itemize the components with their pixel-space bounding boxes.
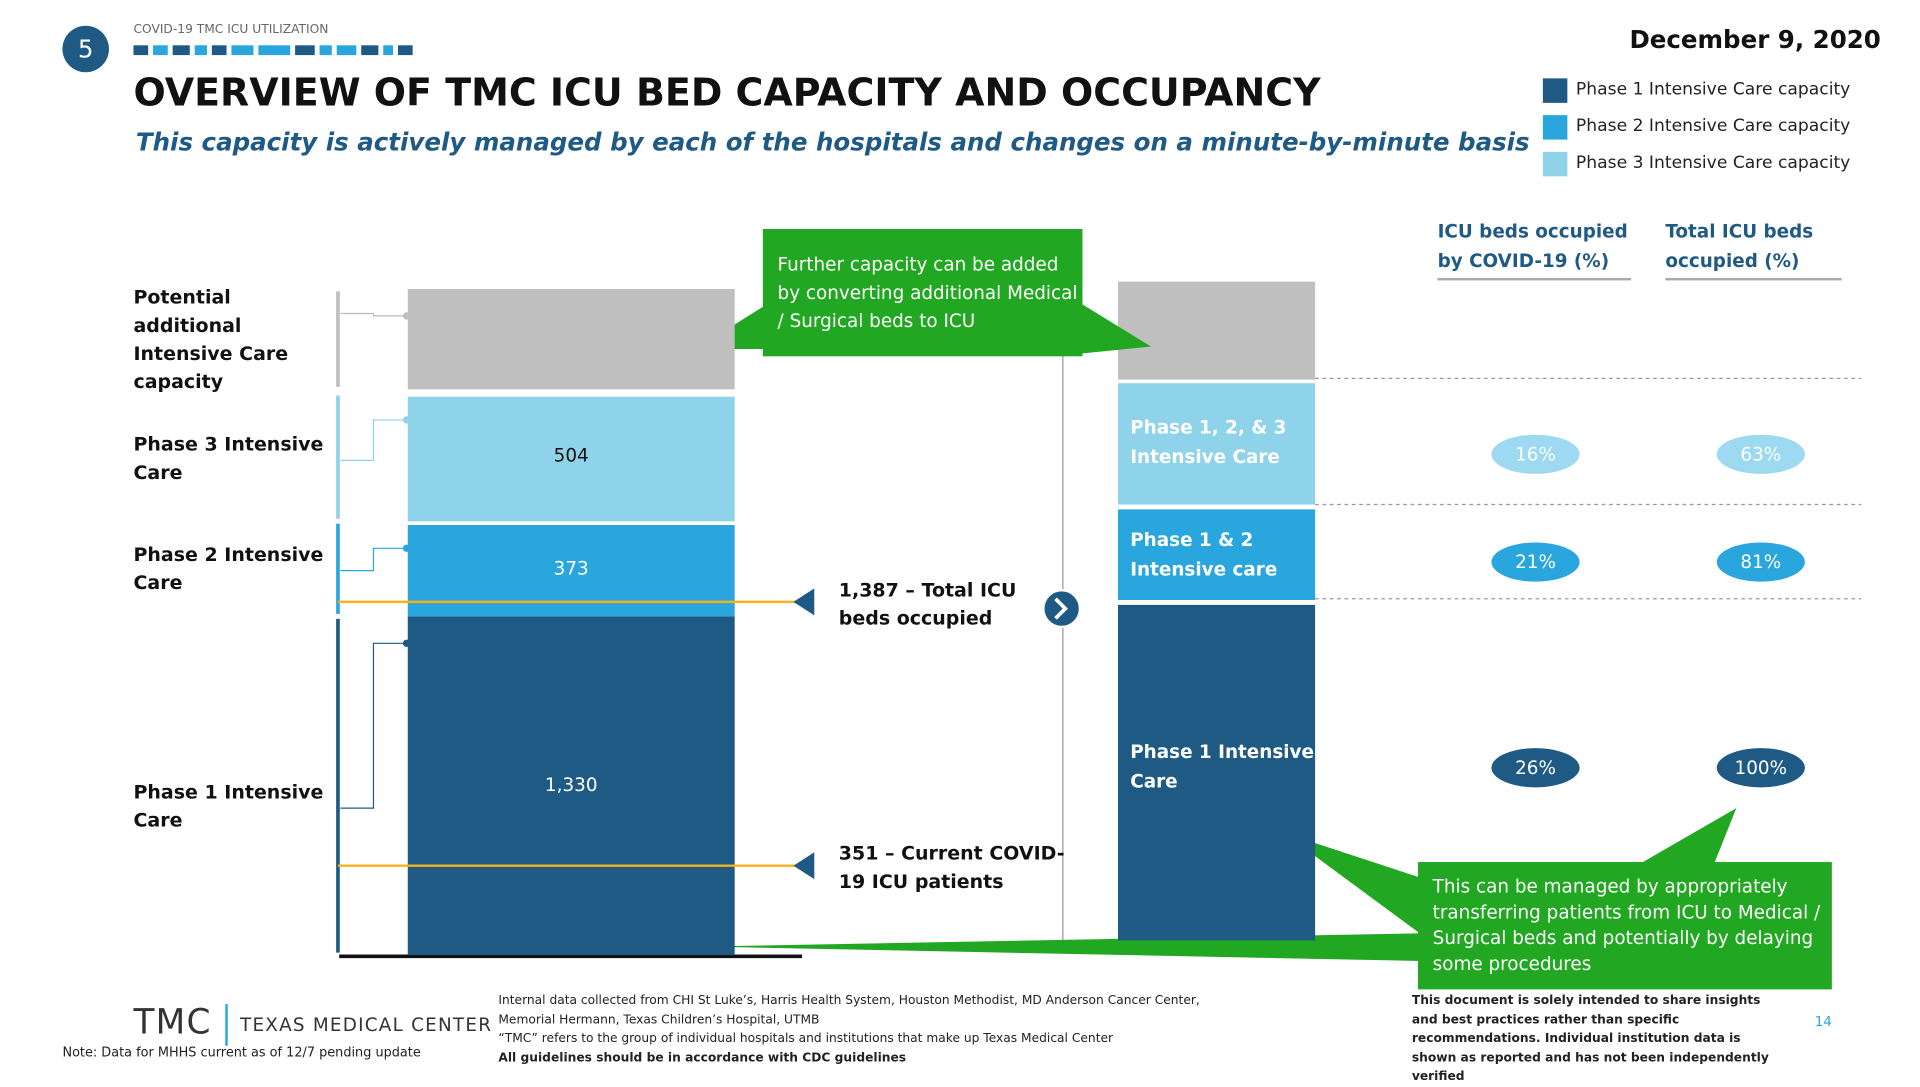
capacity-label: Phase 3 Intensive Care bbox=[133, 433, 324, 484]
occupancy-pill: 16% bbox=[1491, 434, 1580, 474]
connector-dot bbox=[402, 416, 411, 424]
after-potential bbox=[1117, 281, 1316, 380]
title: OVERVIEW OF TMC ICU BED CAPACITY AND OCC… bbox=[133, 71, 1321, 116]
callout-box bbox=[1417, 862, 1832, 990]
potential-segment bbox=[407, 288, 735, 390]
logo-text: TEXAS MEDICAL CENTER bbox=[240, 1013, 493, 1036]
legend-label: Phase 2 Intensive Care capacity bbox=[1575, 116, 1851, 136]
subtitle: This capacity is actively managed by eac… bbox=[135, 127, 1530, 157]
logo: TMC bbox=[133, 1001, 212, 1043]
bar-segment bbox=[407, 616, 735, 956]
value-label: 373 bbox=[553, 556, 589, 579]
connector bbox=[340, 312, 408, 317]
page-number: 5 bbox=[77, 34, 94, 64]
arrow-chevron bbox=[1054, 597, 1068, 620]
legend-label: Phase 1 Intensive Care capacity bbox=[1575, 79, 1851, 100]
slide-number: 14 bbox=[1814, 1013, 1832, 1030]
callout-box bbox=[762, 228, 1083, 357]
source-line: Internal data collected from CHI St Luke… bbox=[498, 994, 1200, 1008]
source-line: “TMC” refers to the group of individual … bbox=[498, 1032, 1114, 1046]
occupancy-pill: 63% bbox=[1716, 434, 1805, 474]
sources: Internal data collected from CHI St Luke… bbox=[498, 992, 1257, 1068]
after-segment: Phase 1, 2, & 3 Intensive Care bbox=[1117, 383, 1316, 505]
disclaimer: This document is solely intended to shar… bbox=[1411, 994, 1769, 1084]
after-segment: Phase 1 & 2 Intensive care bbox=[1117, 509, 1316, 601]
source-line: All guidelines should be in accordance w… bbox=[498, 1051, 907, 1065]
kicker: COVID-19 TMC ICU UTILIZATION bbox=[133, 23, 329, 37]
occupancy-pill: 100% bbox=[1716, 748, 1805, 788]
legend-swatch bbox=[1542, 151, 1568, 177]
callout-text: Further capacity can be added by convert… bbox=[777, 253, 1078, 332]
reference-arrow bbox=[793, 588, 815, 616]
callout-text: This can be managed by appropriately tra… bbox=[1432, 875, 1821, 975]
connector bbox=[340, 419, 408, 462]
row-dividers bbox=[1315, 377, 1862, 600]
date: December 9, 2020 bbox=[1629, 24, 1881, 54]
reference-label: 1,387 – Total ICU beds occupied bbox=[838, 578, 1017, 629]
value-label: 504 bbox=[553, 444, 589, 467]
reference-label: 351 – Current COVID-19 ICU patients bbox=[838, 842, 1065, 893]
page-badge bbox=[62, 25, 109, 73]
value-label: 1,330 bbox=[544, 773, 598, 796]
connector-dot bbox=[402, 312, 411, 320]
occupancy-pill: 81% bbox=[1716, 542, 1805, 582]
legend-swatch bbox=[1542, 115, 1568, 140]
capacity-label: Potential additional Intensive Care capa… bbox=[133, 286, 289, 394]
capacity-label: Phase 1 Intensive Care bbox=[133, 781, 324, 832]
occupancy-pill: 21% bbox=[1491, 542, 1580, 582]
bar-segment bbox=[407, 396, 735, 522]
connector-dot bbox=[402, 639, 411, 647]
reference-arrow bbox=[793, 852, 815, 880]
kicker-stripes bbox=[133, 45, 413, 56]
source-line: Memorial Hermann, Texas Children’s Hospi… bbox=[498, 1013, 820, 1027]
column-header: ICU beds occupied by COVID-19 (%) bbox=[1437, 217, 1632, 281]
capacity-label: Phase 2 Intensive Care bbox=[133, 543, 324, 594]
column-header: Total ICU beds occupied (%) bbox=[1665, 217, 1842, 281]
legend-swatch bbox=[1542, 78, 1568, 103]
legend-label: Phase 3 Intensive Care capacity bbox=[1575, 153, 1851, 173]
occupancy-pill: 26% bbox=[1491, 748, 1580, 788]
connector-dot bbox=[402, 544, 411, 552]
footnote: Note: Data for MHHS current as of 12/7 p… bbox=[62, 1045, 421, 1061]
connector bbox=[340, 642, 408, 809]
after-segment: Phase 1 Intensive Care bbox=[1117, 604, 1316, 941]
arrow-icon bbox=[1042, 588, 1082, 629]
connector bbox=[340, 547, 408, 572]
